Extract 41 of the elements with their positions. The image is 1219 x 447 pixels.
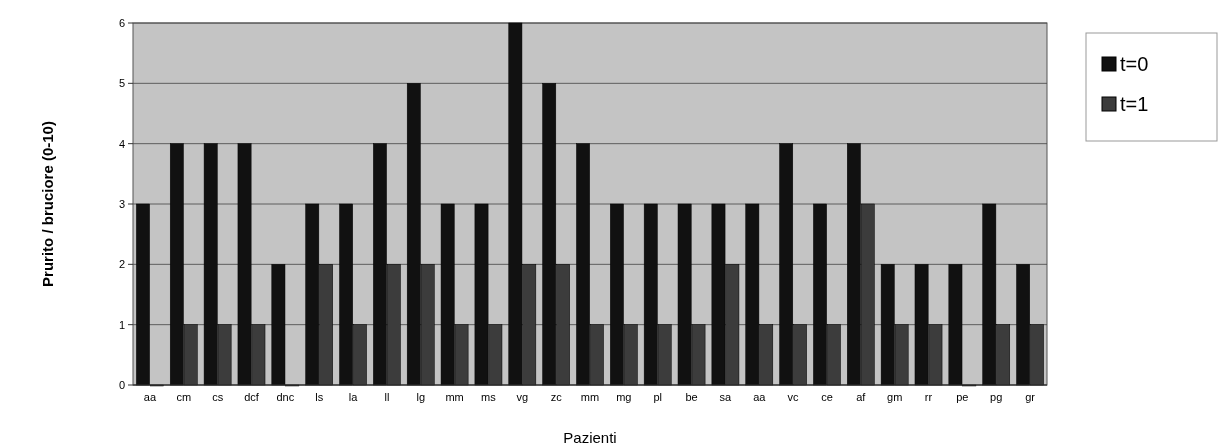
x-tick-label: ms <box>481 391 497 403</box>
bar <box>271 264 286 386</box>
x-tick-label: ce <box>821 391 833 403</box>
x-tick-label: be <box>685 391 698 403</box>
x-tick-label: vg <box>516 391 529 403</box>
x-tick-label: zc <box>550 391 563 403</box>
x-tick-label: cm <box>176 391 192 403</box>
x-tick-label: cs <box>212 391 224 403</box>
x-tick-label: aa <box>143 391 157 403</box>
legend-label: t=1 <box>1120 93 1149 115</box>
x-tick-label: mm <box>580 391 600 403</box>
x-tick-label: la <box>348 391 359 403</box>
x-tick-label: mg <box>616 391 632 403</box>
x-tick-label: pl <box>653 391 662 403</box>
x-tick-label: mm <box>445 391 464 403</box>
y-tick-label: 3 <box>118 197 125 210</box>
bar <box>136 203 150 386</box>
y-axis-title: Prurito / bruciore (0-10) <box>39 121 56 287</box>
x-tick-label: dnc <box>276 391 295 403</box>
y-tick-label: 4 <box>118 137 125 150</box>
y-tick-label: 6 <box>118 16 125 29</box>
bar <box>948 264 963 386</box>
y-tick-label: 2 <box>118 258 125 271</box>
legend-label: t=0 <box>1120 53 1149 75</box>
y-tick-label: 5 <box>118 77 125 90</box>
y-tick-label: 1 <box>118 318 125 331</box>
x-tick-label: af <box>856 391 867 403</box>
x-tick-label: gm <box>887 391 903 403</box>
x-tick-label: lg <box>416 391 426 403</box>
y-tick-label: 0 <box>118 378 125 391</box>
x-tick-label: pe <box>956 391 969 403</box>
x-tick-label: rr <box>924 391 933 403</box>
x-tick-label: ls <box>315 391 324 403</box>
x-tick-label: sa <box>719 391 733 403</box>
x-tick-label: aa <box>753 391 767 403</box>
x-tick-label: vc <box>787 391 800 403</box>
x-tick-label: pg <box>990 391 1003 403</box>
x-axis-title: Pazienti <box>563 429 617 446</box>
x-tick-label: ll <box>384 391 390 403</box>
x-tick-label: dcf <box>244 391 260 403</box>
x-tick-label: gr <box>1025 391 1036 403</box>
